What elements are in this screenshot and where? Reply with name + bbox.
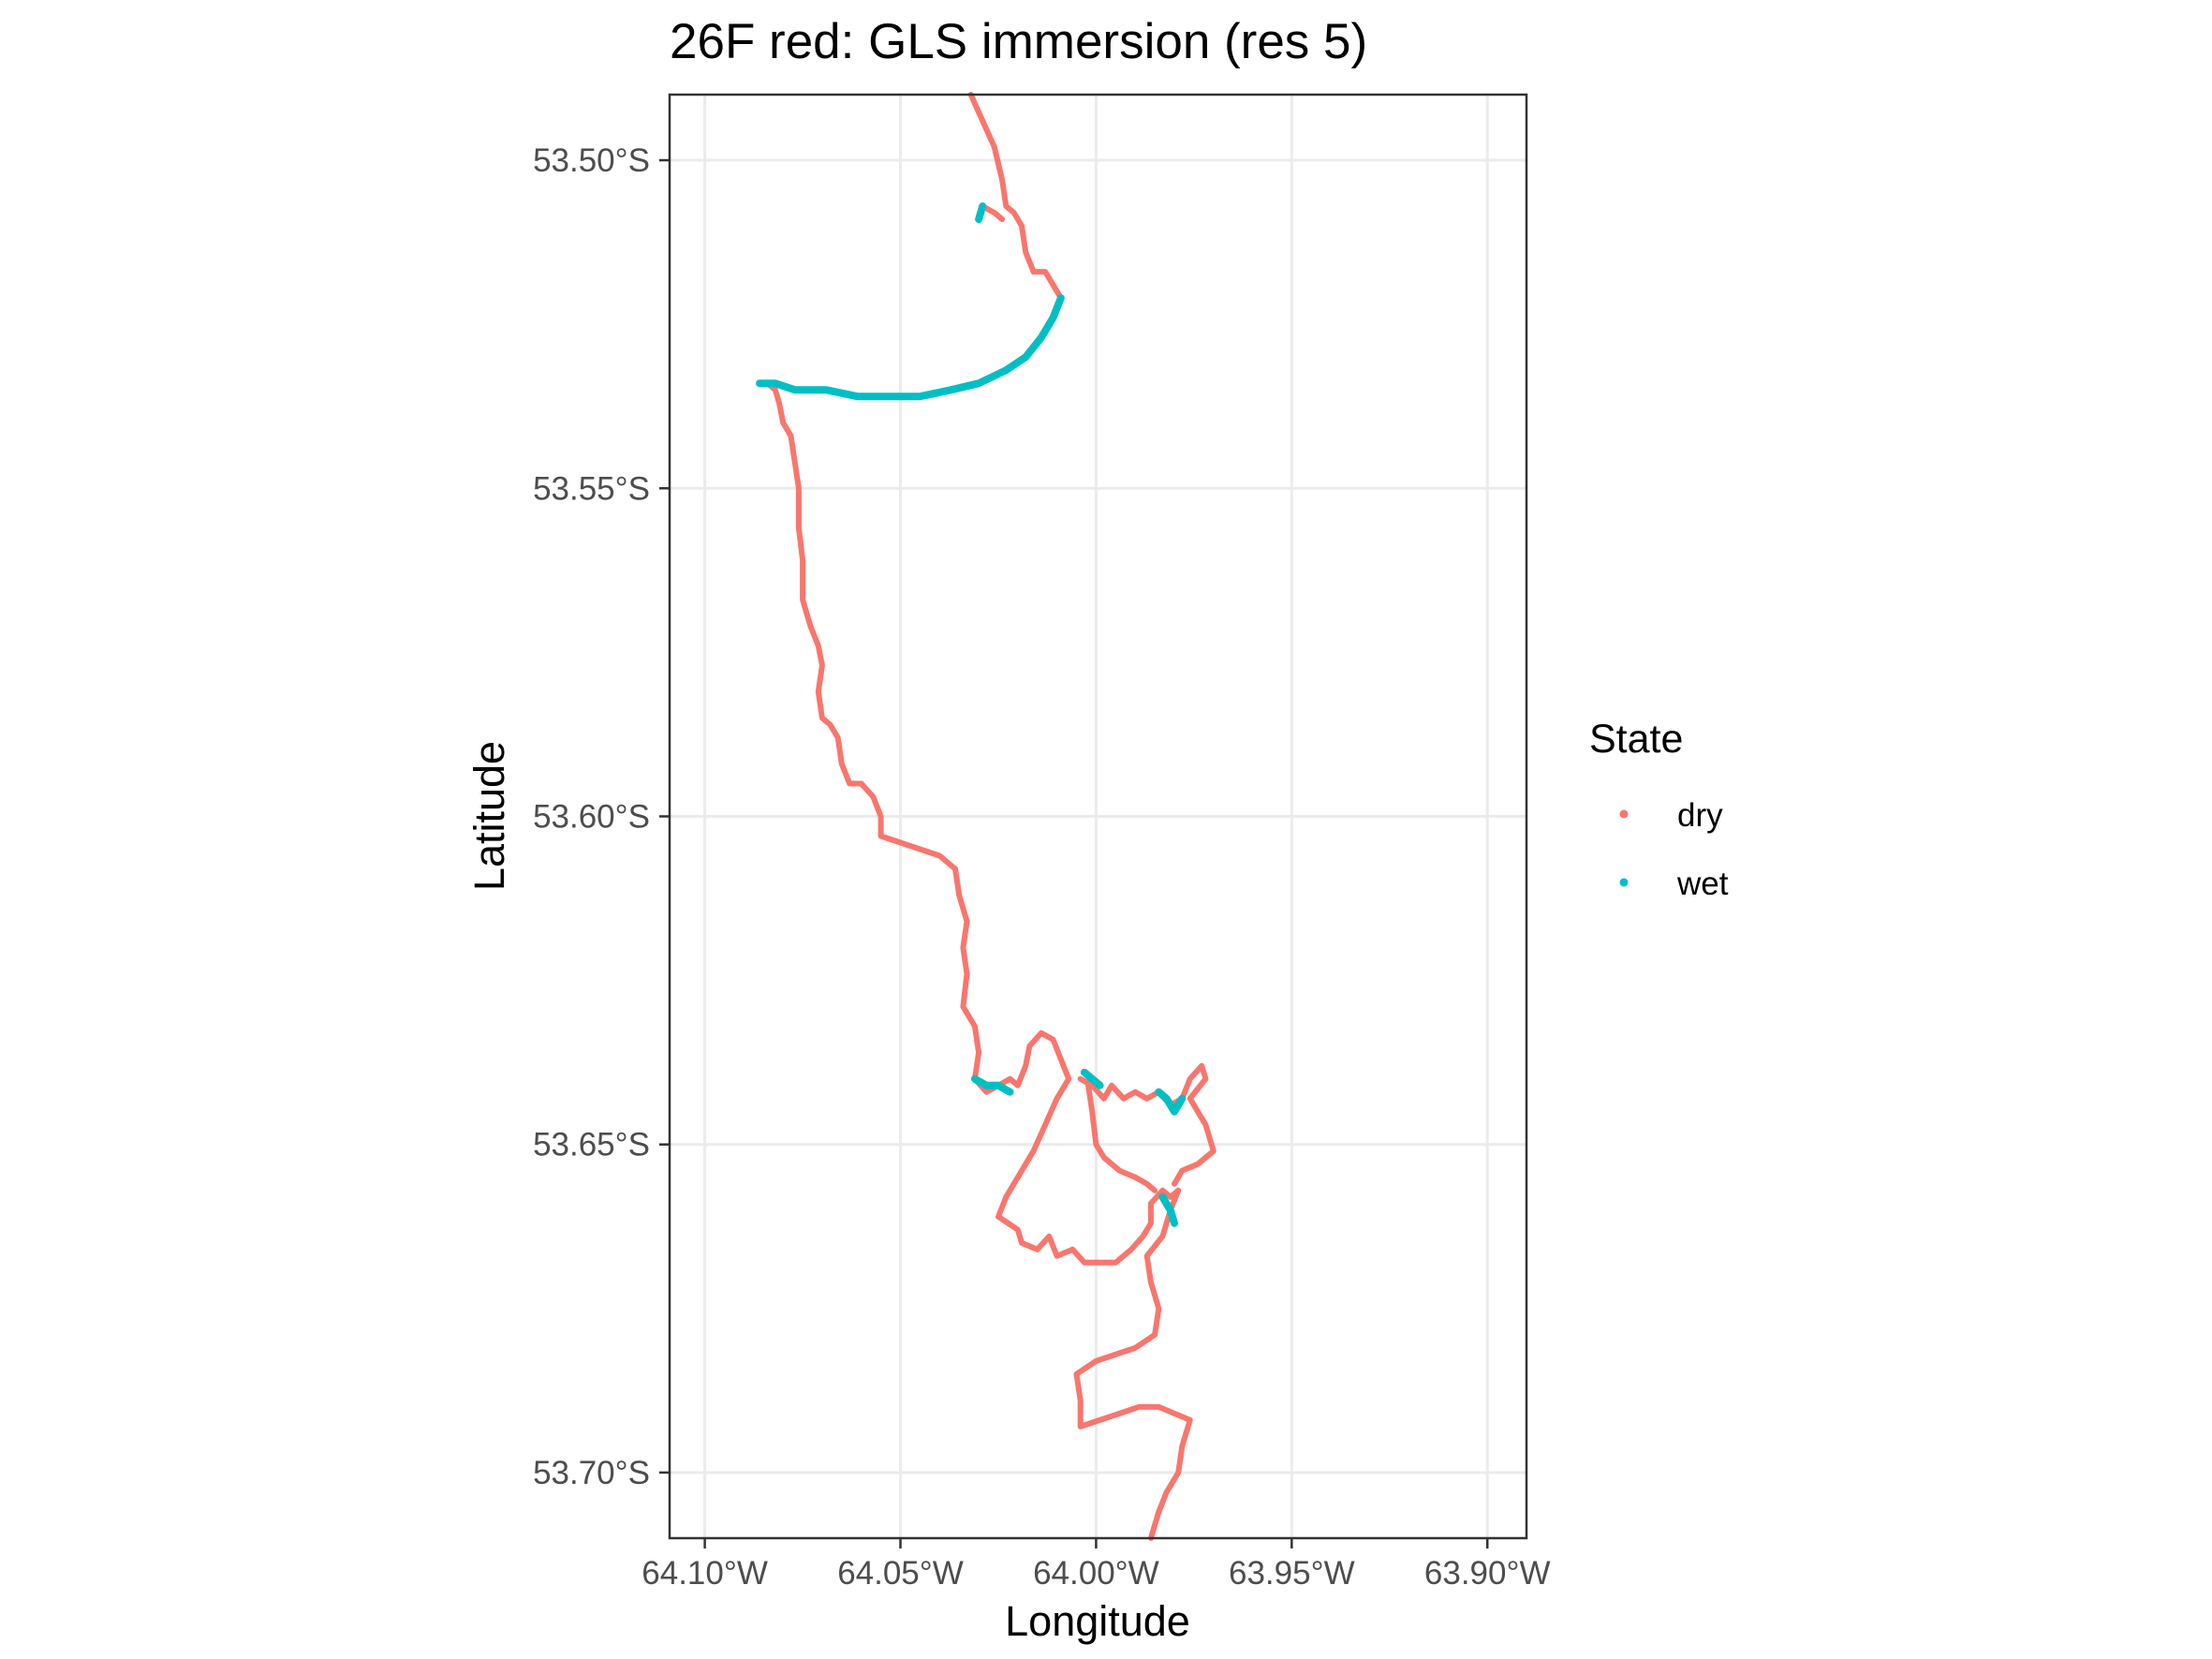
- x-tick-label: 63.90°W: [1424, 1555, 1551, 1592]
- x-tick-label: 64.00°W: [1033, 1555, 1159, 1592]
- grid: [670, 95, 1526, 1538]
- track-segment-wet: [975, 202, 987, 224]
- legend-key-dry: [1619, 809, 1629, 819]
- y-axis: 53.50°S 53.55°S 53.60°S 53.65°S 53.70°S: [533, 142, 670, 1491]
- series-dry: [764, 92, 1217, 1541]
- x-tick-label: 64.05°W: [837, 1555, 964, 1592]
- track-segment-wet: [1155, 1088, 1187, 1116]
- y-tick-label: 53.65°S: [533, 1127, 650, 1163]
- y-tick-label: 53.50°S: [533, 142, 650, 179]
- y-axis-title: Latitude: [465, 741, 513, 891]
- chart-title: 26F red: GLS immersion (res 5): [670, 14, 1367, 69]
- x-axis: 64.10°W 64.05°W 64.00°W 63.95°W 63.90°W: [641, 1538, 1551, 1592]
- x-tick-label: 63.95°W: [1229, 1555, 1355, 1592]
- legend: State dry wet: [1589, 717, 1729, 902]
- track-segment-wet: [1080, 1068, 1104, 1089]
- legend-label-dry: dry: [1677, 797, 1723, 834]
- plot-series: [756, 92, 1217, 1541]
- track-segment-wet: [1158, 1192, 1178, 1227]
- y-tick-label: 53.55°S: [533, 470, 650, 507]
- track-segment-dry: [980, 203, 1006, 223]
- track-segment-dry: [967, 92, 1064, 302]
- track-segment-wet: [970, 1074, 1014, 1096]
- y-tick-label: 53.60°S: [533, 799, 650, 836]
- y-tick-label: 53.70°S: [533, 1455, 650, 1491]
- track-segment-dry: [1085, 1082, 1158, 1193]
- x-axis-title: Longitude: [1005, 1597, 1190, 1645]
- legend-label-wet: wet: [1676, 866, 1729, 902]
- track-segment-wet: [756, 294, 1065, 401]
- x-tick-label: 64.10°W: [641, 1555, 768, 1592]
- legend-title: State: [1589, 717, 1683, 762]
- legend-key-wet: [1619, 878, 1629, 887]
- series-wet: [756, 202, 1187, 1227]
- track-segment-dry: [1077, 1062, 1217, 1187]
- track-segment-dry: [764, 380, 1193, 1541]
